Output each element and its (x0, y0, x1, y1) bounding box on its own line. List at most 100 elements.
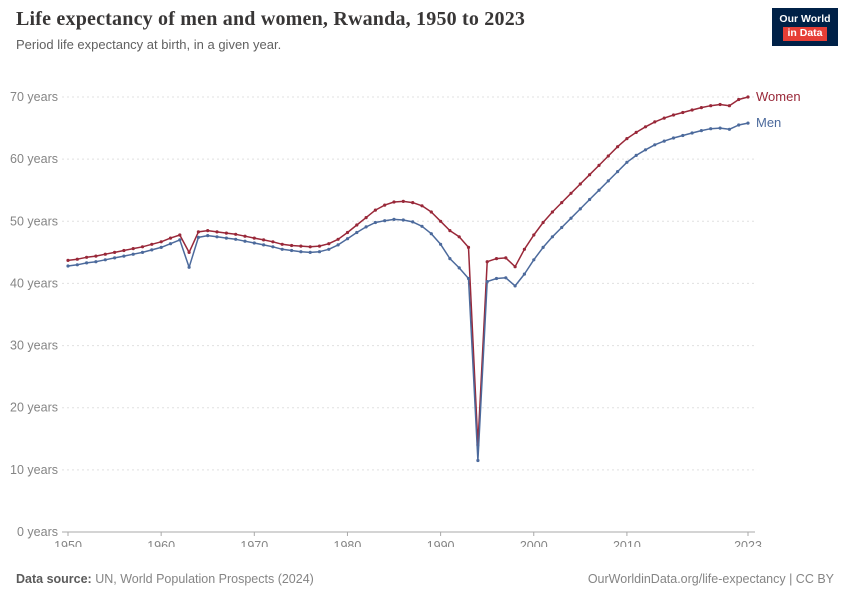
data-point (215, 230, 219, 234)
data-point (178, 238, 182, 242)
data-point (150, 242, 154, 246)
data-point (168, 242, 173, 246)
y-axis-label: 60 years (10, 152, 58, 166)
data-point (299, 244, 303, 248)
data-point (653, 120, 657, 124)
line-chart[interactable]: 0 years 10 years 20 years 30 years 40 years 5… (0, 72, 850, 547)
data-point (439, 242, 443, 246)
data-point (392, 217, 396, 221)
data-point (597, 163, 601, 167)
data-point (737, 123, 741, 127)
data-point (699, 129, 704, 133)
data-point (131, 247, 135, 251)
data-point (634, 153, 638, 157)
data-point (569, 216, 573, 220)
data-point (392, 200, 396, 204)
women-line[interactable] (67, 96, 749, 446)
data-point (75, 257, 79, 261)
data-point (364, 216, 368, 220)
data-point (643, 148, 648, 152)
data-point (290, 248, 294, 253)
data-point (401, 199, 405, 203)
data-point (429, 210, 433, 214)
data-point (252, 236, 256, 240)
data-point (532, 258, 536, 262)
data-point (429, 232, 433, 236)
data-point (448, 257, 452, 261)
data-point (140, 250, 145, 254)
data-point (178, 233, 182, 237)
data-point (457, 266, 461, 270)
data-point (383, 219, 387, 223)
data-point (187, 265, 191, 269)
data-point (150, 248, 154, 252)
data-point (541, 220, 545, 225)
data-point (653, 143, 657, 147)
x-axis-label: 1950 (54, 539, 82, 547)
data-point (662, 139, 666, 143)
data-point (504, 276, 508, 280)
y-axis-label: 50 years (10, 214, 58, 228)
data-point (737, 97, 741, 102)
data-point (569, 191, 573, 195)
x-axis-label: 2000 (520, 539, 548, 547)
data-point (616, 145, 620, 149)
data-point (122, 248, 126, 253)
data-point (690, 131, 694, 135)
data-point (280, 247, 284, 251)
data-point (718, 102, 722, 107)
data-point (66, 258, 70, 262)
x-axis-label: 2010 (613, 539, 641, 547)
data-point (746, 121, 750, 125)
data-point (709, 104, 713, 108)
data-point (401, 218, 405, 222)
data-point (94, 260, 98, 264)
data-point (727, 127, 732, 131)
data-point (364, 225, 368, 229)
data-point (588, 197, 592, 202)
data-point (308, 250, 312, 254)
data-point (262, 243, 266, 247)
data-point (494, 276, 499, 281)
data-point (345, 237, 350, 241)
owid-logo-line2: in Data (783, 27, 827, 41)
data-point (373, 208, 377, 212)
men-line[interactable] (67, 122, 749, 462)
data-source: Data source: UN, World Population Prospe… (16, 572, 314, 586)
data-point (662, 116, 666, 120)
data-point (625, 137, 629, 141)
data-point (327, 242, 331, 246)
data-point (290, 243, 294, 248)
data-point (262, 238, 266, 242)
data-point (271, 245, 275, 249)
data-point (504, 256, 508, 260)
x-axis-label: 2023 (734, 539, 762, 547)
owid-logo-line1: Our World (779, 13, 831, 26)
data-point (252, 241, 256, 245)
data-point (560, 225, 564, 230)
data-point (513, 284, 517, 288)
men-series-label: Men (756, 115, 781, 130)
data-point (643, 125, 648, 129)
data-point (355, 223, 359, 227)
data-point (234, 237, 238, 241)
data-point (327, 247, 331, 251)
owid-logo: Our World in Data (772, 8, 838, 46)
data-point (373, 220, 377, 225)
footer-link[interactable]: OurWorldinData.org/life-expectancy | CC … (587, 572, 834, 586)
y-axis-label: 30 years (10, 339, 58, 353)
data-point (66, 264, 70, 268)
women-series-label: Women (756, 89, 801, 104)
data-point (690, 108, 694, 112)
x-axis-label: 1980 (334, 539, 362, 547)
data-point (671, 136, 676, 140)
data-point (550, 210, 555, 214)
data-point (308, 245, 312, 249)
data-point (299, 250, 303, 254)
data-point (159, 240, 163, 244)
data-point (485, 260, 489, 264)
y-axis-label: 0 years (17, 525, 58, 539)
data-point (699, 106, 704, 110)
data-point (103, 258, 107, 262)
x-axis-label: 1970 (240, 539, 268, 547)
